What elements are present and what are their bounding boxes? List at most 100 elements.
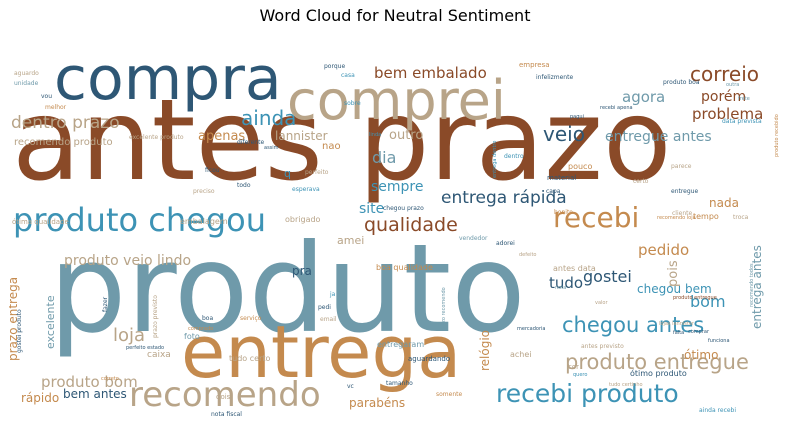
- word-perfeito-estado: perfeito estado: [126, 345, 164, 351]
- word-diferente: diferente: [237, 139, 264, 146]
- word-vou: vou: [41, 93, 52, 100]
- word-pouco: pouco: [568, 162, 592, 171]
- word-dentro-prazo: dentro prazo: [11, 113, 120, 133]
- word-site: site: [359, 201, 384, 217]
- word-tudo: tudo: [549, 274, 583, 292]
- word-frete: frete: [738, 96, 750, 102]
- word-q: q: [284, 167, 291, 180]
- word-produto-bom: produto bom: [41, 373, 138, 391]
- word-linda: linda: [369, 132, 381, 138]
- word-comprar: comprar: [688, 329, 710, 335]
- word-recebi-produto: recebi produto: [496, 379, 679, 408]
- word-dentro: dentro: [504, 153, 524, 160]
- word-antes-data: antes data: [553, 264, 596, 273]
- word-qualidade: qualidade: [364, 214, 458, 236]
- word-foto: foto: [184, 332, 200, 341]
- word-antes-prazo: antes prazo: [12, 76, 671, 206]
- word-somente: somente: [436, 391, 462, 398]
- word-serviço: serviço: [240, 315, 262, 322]
- word-outro: outro: [389, 128, 423, 143]
- word-ja: ja: [329, 291, 336, 298]
- word-produto: produto: [49, 218, 526, 360]
- word-prazo-recomendo: prazo recomendo: [441, 287, 447, 331]
- word-cliente: cliente: [672, 210, 692, 217]
- word-produto-veio-lindo: produto veio lindo: [64, 253, 191, 269]
- word-caixa: caixa: [147, 350, 171, 360]
- word-cloud-area: antes prazo produto compra comprei entrega pr…: [9, 31, 780, 418]
- word-sobre: sobre: [344, 100, 361, 107]
- word-tamanho: tamanho: [386, 380, 413, 387]
- word-chegou-antes: chegou antes: [562, 313, 704, 337]
- word-nao: nao: [322, 141, 341, 152]
- word-esperava: esperava: [292, 186, 320, 193]
- word-valor: valor: [595, 300, 608, 306]
- word-material: material: [547, 174, 576, 182]
- word-funciona: funciona: [708, 338, 730, 344]
- word-prazo-entrega: prazo entrega: [9, 277, 20, 361]
- word-entrega: entrega: [181, 310, 461, 394]
- word-email: email: [320, 316, 337, 323]
- word-ainda: ainda: [241, 106, 296, 130]
- word-apenas: apenas: [198, 129, 245, 144]
- word-pois: pois: [666, 260, 681, 287]
- word-ótimo-produto: ótimo produto: [630, 368, 687, 378]
- word-correto: correto: [101, 376, 119, 382]
- word-rápido: rápido: [21, 391, 59, 405]
- word-entrega-antes: entrega antes: [750, 245, 764, 329]
- word-recomendo-produto: recomendo produto: [14, 137, 113, 148]
- word-capa: capa: [546, 188, 561, 195]
- word-recomendo-loja: recomendo loja: [657, 215, 696, 221]
- word-ainda-recebi: ainda recebi: [699, 407, 736, 414]
- word-produto-boa: produto boa: [663, 79, 700, 86]
- word-comprado: comprado: [188, 326, 213, 332]
- word-parece: parece: [671, 163, 692, 170]
- word-vc: vc: [347, 383, 354, 390]
- word-pagui: pagui: [570, 114, 584, 120]
- word-produto-chegou: produto chegou: [13, 201, 266, 239]
- word-ótimo: ótimo: [684, 348, 718, 362]
- word-infelizmente: infelizmente: [536, 74, 573, 81]
- word-sempre: sempre: [371, 179, 424, 195]
- word-recomendo-todos: recomendo todos: [749, 263, 755, 307]
- word-nada: nada: [709, 196, 739, 210]
- word-nota: nota: [555, 285, 566, 291]
- word-dois: dois: [216, 393, 231, 401]
- word-agora: agora: [622, 88, 665, 106]
- word-cor: cor: [568, 363, 579, 371]
- word-parabéns: parabéns: [349, 396, 405, 410]
- word-data-prevista: data prevista: [722, 118, 762, 125]
- word-entregaram: entregaram: [377, 340, 424, 349]
- chart-title: Word Cloud for Neutral Sentiment: [259, 6, 531, 25]
- word-gostei-produto: gostei produto: [16, 309, 23, 353]
- word-entrega-rápida: entrega rápida: [441, 188, 567, 208]
- word-vendedor: vendedor: [459, 235, 488, 242]
- word-lojas-lannister: lojas lannister: [659, 321, 695, 327]
- word-porém: porém: [701, 89, 746, 105]
- word-troca: troca: [733, 214, 749, 221]
- word-gostei: gostei: [583, 267, 632, 286]
- word-falta: falta: [673, 330, 684, 336]
- word-dia: dia: [372, 148, 396, 167]
- word-bonito: bonito: [554, 209, 573, 216]
- word-pedi: pedi: [318, 304, 331, 311]
- word-comprei: comprei: [287, 69, 506, 132]
- word-boa-qualidade: boa qualidade: [376, 263, 433, 272]
- word-compra: compra: [54, 44, 282, 114]
- word-produto-recebido: produto recebido: [774, 114, 780, 157]
- word-recebi-apena: recebi apena: [600, 105, 633, 111]
- word-ótima-qualidade: ótima qualidade: [12, 218, 69, 226]
- word-correio: correio: [690, 62, 759, 86]
- word-amei: amei: [337, 234, 364, 247]
- word-assim: assim: [264, 145, 279, 151]
- word-todo: todo: [237, 182, 251, 189]
- word-aguardo: aguardo: [14, 70, 39, 77]
- word-tudo-certo: tudo certo: [229, 354, 270, 363]
- word-antes-previsto: antes previsto: [581, 343, 624, 350]
- word-defeito: defeito: [519, 252, 537, 258]
- word-entregue: entregue: [671, 188, 698, 195]
- word-pra: pra: [292, 264, 312, 278]
- word-relógio: relógio: [478, 330, 492, 371]
- word-pedido: pedido: [638, 241, 689, 259]
- word-excelente-produto: excelente produto: [129, 134, 184, 141]
